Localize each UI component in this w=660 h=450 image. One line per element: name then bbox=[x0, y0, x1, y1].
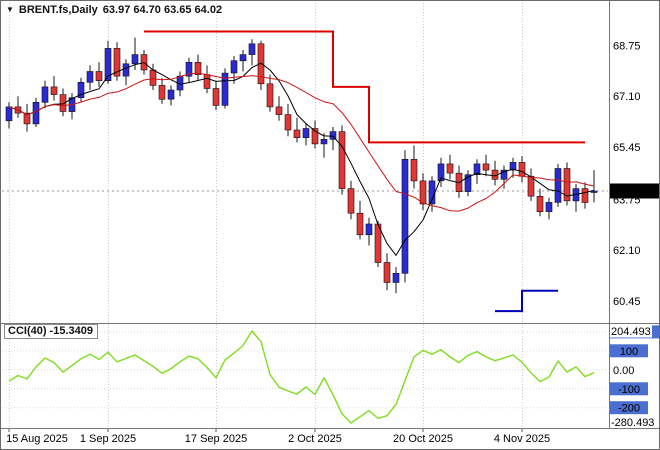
svg-text:204.493: 204.493 bbox=[611, 326, 651, 338]
svg-text:65.45: 65.45 bbox=[613, 142, 641, 154]
panel-frame bbox=[1, 1, 659, 429]
svg-text:15 Aug 2025: 15 Aug 2025 bbox=[6, 433, 68, 445]
resistance-step-line bbox=[144, 30, 585, 144]
svg-text:-280.493: -280.493 bbox=[611, 417, 654, 429]
svg-text:64.02: 64.02 bbox=[621, 186, 649, 198]
svg-text:100: 100 bbox=[620, 346, 638, 358]
svg-text:17 Sep 2025: 17 Sep 2025 bbox=[185, 433, 247, 445]
ma-slow-line bbox=[8, 72, 595, 212]
svg-text:20 Oct 2025: 20 Oct 2025 bbox=[393, 433, 453, 445]
ohlc-readout: 63.97 64.70 63.65 64.02 bbox=[102, 4, 223, 16]
svg-text:4 Nov 2025: 4 Nov 2025 bbox=[494, 433, 550, 445]
svg-text:-200: -200 bbox=[618, 403, 640, 415]
cci-line bbox=[8, 330, 595, 424]
support-step-line bbox=[495, 289, 558, 313]
candlestick-series bbox=[5, 37, 598, 294]
current-price-badge: 64.02 bbox=[610, 183, 659, 199]
svg-text:0.00: 0.00 bbox=[613, 365, 634, 377]
svg-text:1 Sep 2025: 1 Sep 2025 bbox=[80, 433, 136, 445]
indicator-label: CCI(40) -15.3409 bbox=[4, 324, 98, 339]
svg-text:60.45: 60.45 bbox=[613, 296, 641, 308]
svg-text:2 Oct 2025: 2 Oct 2025 bbox=[288, 433, 342, 445]
gridlines bbox=[2, 3, 608, 428]
symbol-dropdown-icon[interactable]: ▼ bbox=[6, 5, 14, 14]
ma-fast-line bbox=[8, 62, 595, 256]
svg-text:62.10: 62.10 bbox=[613, 245, 641, 257]
symbol-period-label: BRENT.fs,Daily bbox=[18, 4, 98, 16]
time-axis: 15 Aug 2025 1 Sep 2025 17 Sep 2025 2 Oct 20… bbox=[6, 429, 550, 445]
svg-text:67.10: 67.10 bbox=[613, 91, 641, 103]
chart-header: ▼ BRENT.fs,Daily 63.97 64.70 63.65 64.02 bbox=[6, 4, 222, 16]
svg-text:68.75: 68.75 bbox=[613, 40, 641, 52]
svg-text:-100: -100 bbox=[618, 384, 640, 396]
